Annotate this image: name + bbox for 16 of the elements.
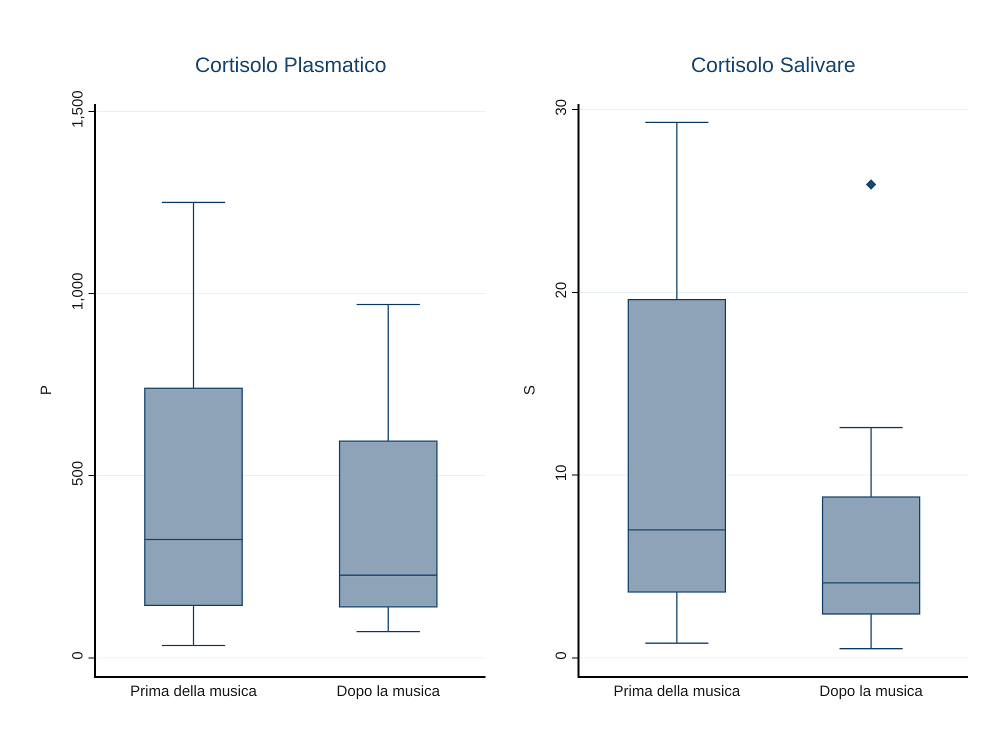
y-tick-label: 0 [552, 651, 570, 660]
y-tick-label: 1,000 [69, 272, 86, 310]
y-tick-label: 20 [552, 282, 570, 298]
x-tick-label: Dopo la musica [819, 682, 924, 700]
y-axis-title: S [522, 385, 539, 396]
y-tick-label: 1,500 [69, 90, 86, 128]
y-tick-label: 10 [552, 464, 570, 482]
x-tick-label: Dopo la musica [336, 682, 441, 700]
chart-title: Cortisolo Salivare [691, 54, 856, 77]
x-tick-label: Prima della musica [613, 682, 741, 700]
y-tick-label: 0 [69, 651, 86, 660]
chart-title: Cortisolo Plasmatico [195, 54, 386, 77]
y-tick-label: 30 [552, 98, 570, 116]
x-tick-label: Prima della musica [130, 682, 258, 700]
y-axis-title: P [38, 385, 56, 396]
y-tick-label: 500 [69, 460, 86, 486]
